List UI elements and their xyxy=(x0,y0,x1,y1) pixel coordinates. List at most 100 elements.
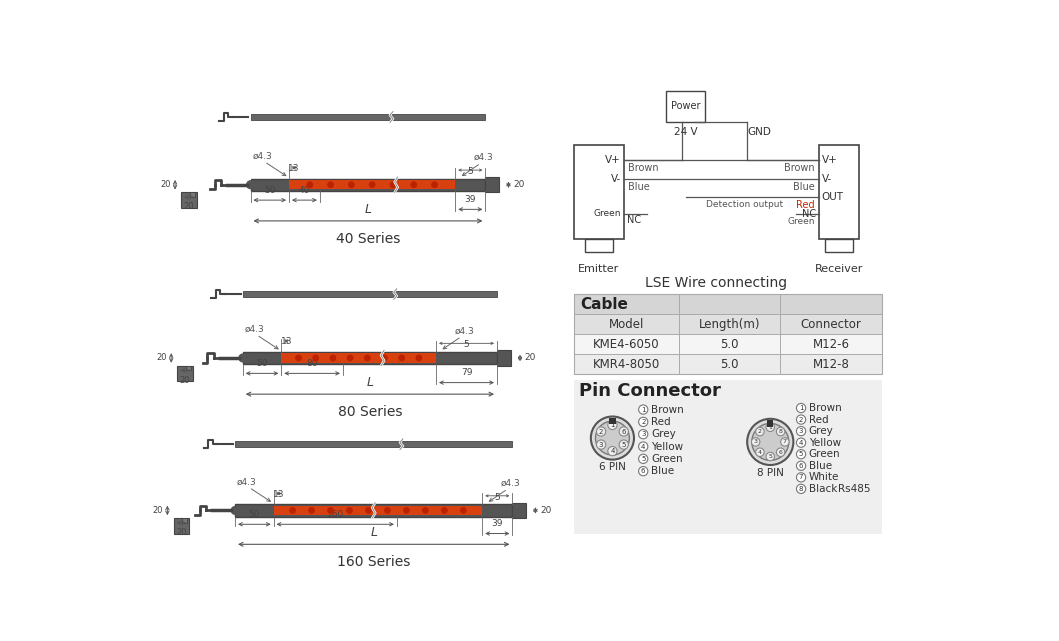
Text: 7: 7 xyxy=(798,474,804,480)
Circle shape xyxy=(639,405,648,414)
Text: 13: 13 xyxy=(288,164,300,173)
Text: Brown: Brown xyxy=(809,403,842,413)
Text: Brown: Brown xyxy=(651,404,684,415)
Text: Yellow: Yellow xyxy=(651,442,683,451)
Text: 20: 20 xyxy=(156,353,166,362)
Text: 6 PIN: 6 PIN xyxy=(599,462,626,472)
Circle shape xyxy=(432,182,437,187)
Text: 13: 13 xyxy=(281,337,292,346)
Circle shape xyxy=(608,447,617,456)
Bar xyxy=(181,192,197,208)
Text: 20: 20 xyxy=(160,180,170,189)
Circle shape xyxy=(752,438,760,446)
Text: Green: Green xyxy=(593,210,621,219)
Text: 5: 5 xyxy=(495,493,500,502)
Bar xyxy=(485,177,499,192)
Text: 79: 79 xyxy=(461,368,472,377)
Circle shape xyxy=(596,440,606,449)
Text: 4: 4 xyxy=(610,448,614,454)
Circle shape xyxy=(309,508,315,513)
Text: Brown: Brown xyxy=(785,163,815,173)
Text: 5: 5 xyxy=(467,167,473,176)
Circle shape xyxy=(330,355,336,361)
Text: Red: Red xyxy=(809,415,828,424)
Text: Blue: Blue xyxy=(651,466,674,476)
Text: 4: 4 xyxy=(798,440,804,445)
Text: 3: 3 xyxy=(641,431,646,437)
Circle shape xyxy=(290,508,295,513)
Bar xyxy=(819,145,859,238)
Bar xyxy=(513,503,526,518)
Text: 8: 8 xyxy=(778,429,783,434)
Circle shape xyxy=(347,355,353,361)
Bar xyxy=(182,518,187,523)
Text: ø4.3: ø4.3 xyxy=(501,479,521,488)
Text: Connector: Connector xyxy=(801,317,862,331)
Text: 40 Series: 40 Series xyxy=(336,231,400,246)
Circle shape xyxy=(416,355,421,361)
Bar xyxy=(767,420,773,426)
Text: Emitter: Emitter xyxy=(578,265,620,274)
Bar xyxy=(609,418,615,424)
Circle shape xyxy=(639,467,648,476)
Text: 3: 3 xyxy=(598,442,604,447)
Text: Pin Connector: Pin Connector xyxy=(578,382,720,400)
Text: 20: 20 xyxy=(183,203,194,212)
Text: 50: 50 xyxy=(249,510,261,519)
Text: 1: 1 xyxy=(769,425,772,429)
Bar xyxy=(666,91,705,122)
Circle shape xyxy=(608,420,617,429)
Text: 5: 5 xyxy=(464,340,469,349)
Text: ø4.3: ø4.3 xyxy=(454,326,474,335)
Circle shape xyxy=(796,449,806,459)
Bar xyxy=(574,314,882,334)
Bar xyxy=(497,350,510,365)
Text: 5.0: 5.0 xyxy=(720,338,739,351)
Text: 5: 5 xyxy=(622,442,626,447)
Text: M12-6: M12-6 xyxy=(812,338,849,351)
Text: Green: Green xyxy=(651,454,683,464)
Circle shape xyxy=(231,506,239,514)
Circle shape xyxy=(384,508,390,513)
Bar xyxy=(825,238,852,253)
Circle shape xyxy=(596,427,606,436)
Text: 3: 3 xyxy=(754,439,757,444)
Circle shape xyxy=(461,508,466,513)
Text: 20: 20 xyxy=(180,376,191,385)
Text: KMR4-8050: KMR4-8050 xyxy=(593,358,660,370)
Circle shape xyxy=(796,472,806,482)
Text: 8 PIN: 8 PIN xyxy=(757,468,784,478)
Text: L: L xyxy=(371,526,377,539)
Circle shape xyxy=(247,181,254,188)
Text: Length(m): Length(m) xyxy=(699,317,760,331)
Bar xyxy=(185,365,192,370)
Circle shape xyxy=(796,426,806,436)
Text: Rs485: Rs485 xyxy=(838,484,870,494)
Text: 2: 2 xyxy=(758,429,761,434)
Text: L: L xyxy=(366,376,374,389)
Circle shape xyxy=(796,484,806,494)
Text: Red: Red xyxy=(796,200,815,210)
Text: ø4.3: ø4.3 xyxy=(252,151,272,160)
Circle shape xyxy=(399,355,405,361)
Text: Power: Power xyxy=(670,101,700,111)
Text: Green: Green xyxy=(788,217,815,226)
Text: 160 Series: 160 Series xyxy=(337,555,411,569)
Circle shape xyxy=(328,182,334,187)
Text: 40: 40 xyxy=(299,186,310,195)
Circle shape xyxy=(364,355,370,361)
Text: 6: 6 xyxy=(778,450,783,454)
Text: 13: 13 xyxy=(273,490,285,499)
Text: 50: 50 xyxy=(256,359,268,368)
Bar xyxy=(289,180,455,189)
Text: KME4-6050: KME4-6050 xyxy=(593,338,660,351)
Text: 6: 6 xyxy=(641,468,646,474)
Bar xyxy=(574,380,882,535)
Text: Blue: Blue xyxy=(793,183,815,192)
Circle shape xyxy=(748,419,793,465)
Circle shape xyxy=(348,182,354,187)
Circle shape xyxy=(239,354,247,362)
Circle shape xyxy=(639,442,648,451)
Circle shape xyxy=(756,448,765,456)
Text: 80: 80 xyxy=(306,359,318,368)
